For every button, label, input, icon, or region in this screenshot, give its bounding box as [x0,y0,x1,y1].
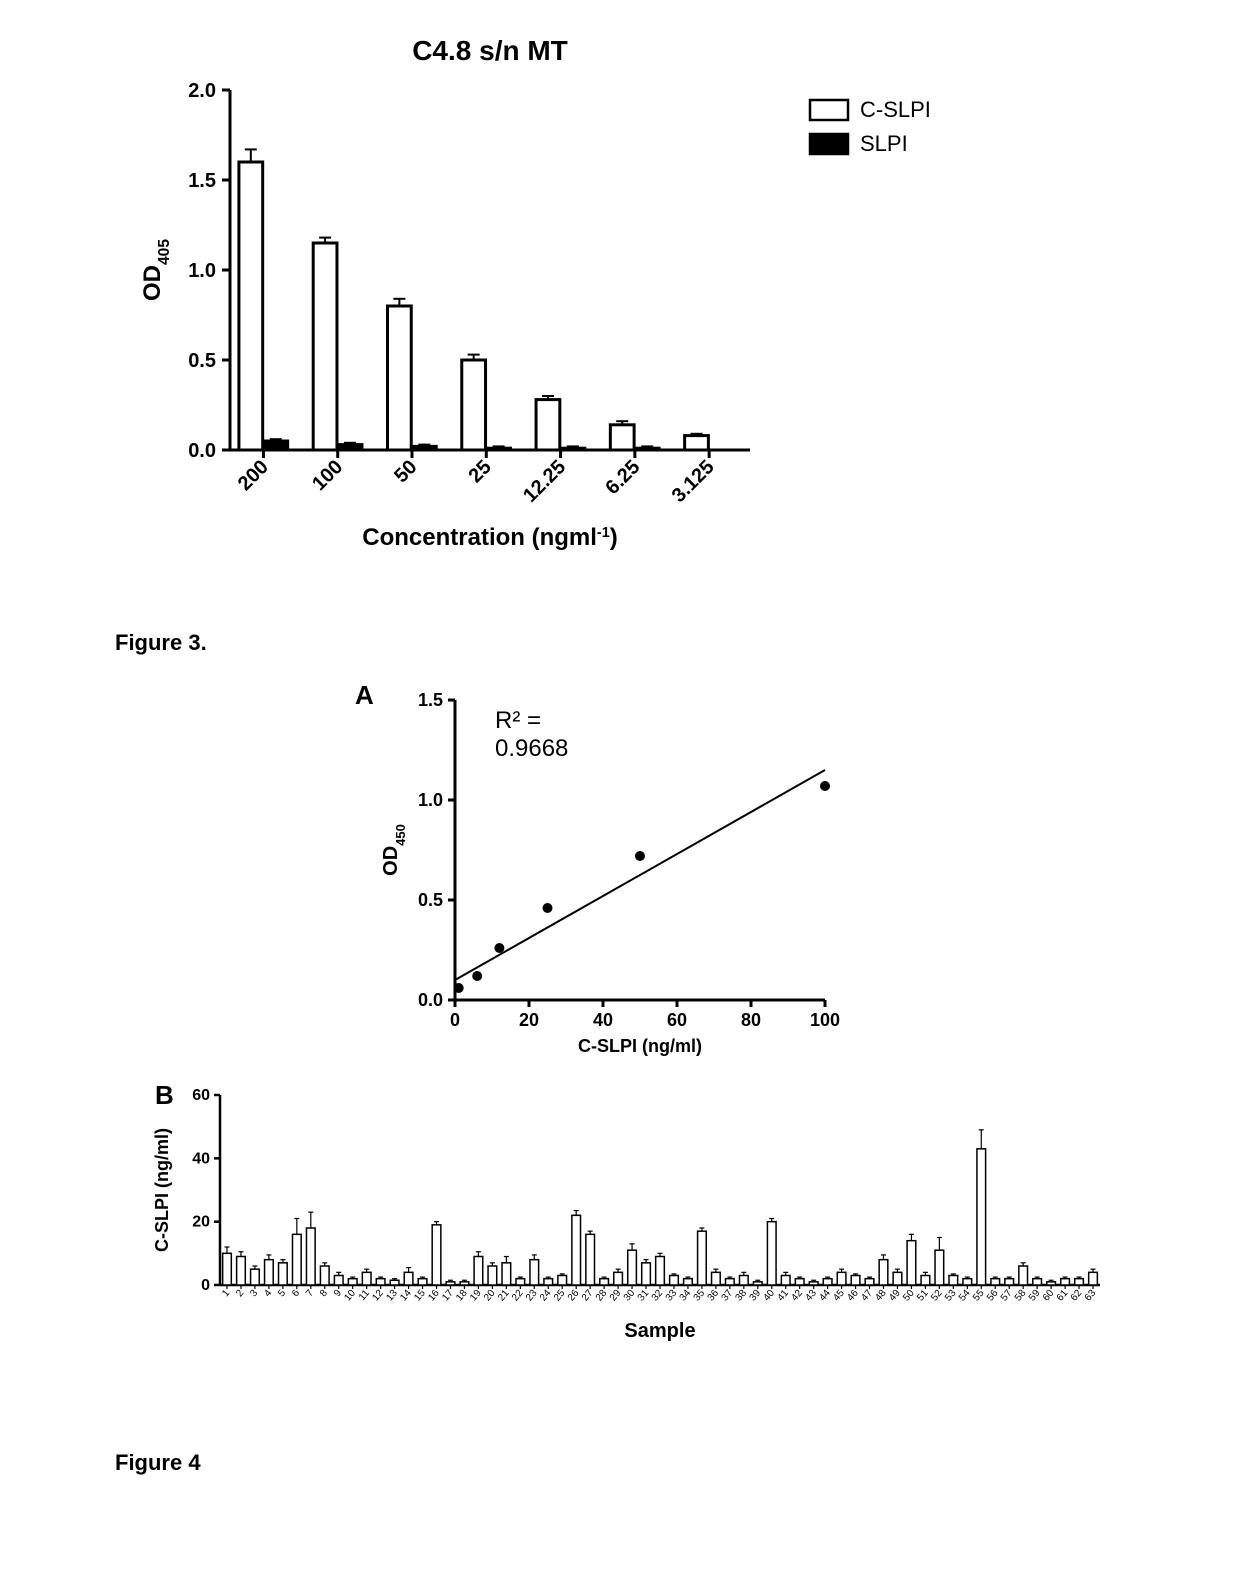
svg-text:25: 25 [465,456,496,487]
svg-text:6.25: 6.25 [601,456,644,499]
svg-text:40: 40 [192,1150,210,1167]
svg-text:0.5: 0.5 [188,350,216,372]
svg-text:20: 20 [192,1214,210,1231]
svg-text:1.5: 1.5 [418,690,443,710]
figure4-panelB-chart: 0204060C-SLPI (ng/ml)1234567891011121314… [130,1085,1130,1385]
svg-text:SLPI: SLPI [860,131,908,156]
svg-text:200: 200 [234,456,273,495]
figure3-caption: Figure 3. [115,630,207,656]
svg-text:3: 3 [248,1288,260,1300]
svg-text:1.0: 1.0 [188,260,216,282]
svg-text:12.25: 12.25 [519,456,570,507]
svg-text:1.5: 1.5 [188,170,216,192]
svg-text:C-SLPI (ng/ml): C-SLPI (ng/ml) [578,1036,702,1056]
svg-text:1: 1 [220,1288,232,1300]
svg-text:R² =: R² = [495,707,541,734]
svg-text:5: 5 [276,1288,288,1300]
svg-text:C-SLPI (ng/ml): C-SLPI (ng/ml) [152,1128,172,1252]
svg-text:20: 20 [519,1010,539,1030]
svg-text:60: 60 [667,1010,687,1030]
figure4-caption: Figure 4 [115,1450,201,1476]
svg-text:0.5: 0.5 [418,890,443,910]
svg-text:OD405: OD405 [139,239,173,301]
svg-text:Sample: Sample [624,1320,695,1342]
svg-text:7: 7 [304,1288,316,1300]
figure3-chart: C4.8 s/n MT 0.0 0.5 1.0 1.5 2.0 OD405 200 100 50 2… [120,20,1040,580]
svg-text:C-SLPI: C-SLPI [860,97,931,122]
svg-text:40: 40 [593,1010,613,1030]
figure4-panelA-chart: 0.0 0.5 1.0 1.5 0 20 40 60 80 100 OD450 C-SLPI (ng/… [360,680,880,1080]
svg-text:100: 100 [810,1010,840,1030]
svg-text:2.0: 2.0 [188,80,216,102]
svg-text:50: 50 [390,456,421,487]
svg-text:100: 100 [308,456,347,495]
svg-text:8: 8 [318,1288,330,1300]
svg-text:0: 0 [201,1277,210,1294]
svg-text:63: 63 [1083,1288,1099,1304]
svg-text:Concentration (ngml-1): Concentration (ngml-1) [362,524,617,551]
svg-text:C4.8 s/n MT: C4.8 s/n MT [412,35,568,66]
svg-text:2: 2 [234,1288,246,1300]
svg-text:0.0: 0.0 [188,440,216,462]
svg-text:4: 4 [262,1288,274,1300]
svg-text:80: 80 [741,1010,761,1030]
svg-text:11: 11 [357,1288,372,1303]
svg-text:OD450: OD450 [380,824,408,876]
svg-text:0: 0 [450,1010,460,1030]
svg-text:0.0: 0.0 [418,990,443,1010]
svg-text:1.0: 1.0 [418,790,443,810]
svg-text:0.9668: 0.9668 [495,735,568,762]
svg-text:3.125: 3.125 [668,456,719,507]
svg-text:60: 60 [192,1087,210,1104]
svg-text:6: 6 [290,1288,302,1300]
